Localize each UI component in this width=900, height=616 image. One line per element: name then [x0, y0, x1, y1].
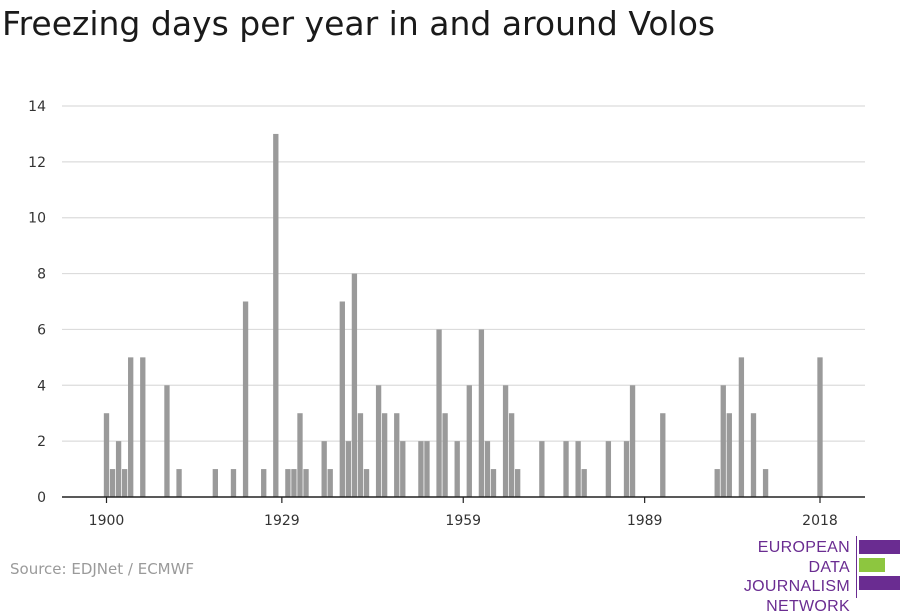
y-tick-label: 12 [28, 155, 46, 171]
bar-1921 [231, 469, 236, 497]
bar-1962 [479, 329, 484, 497]
bar-1948 [394, 413, 399, 497]
bar-1941 [352, 274, 357, 497]
bar-1918 [213, 469, 218, 497]
bar-1940 [346, 441, 351, 497]
x-tick-label: 2018 [802, 513, 838, 529]
edjnet-logo: EUROPEAN DATA JOURNALISM NETWORK [700, 536, 900, 598]
x-tick-label: 1929 [264, 513, 300, 529]
y-tick-label: 6 [37, 322, 46, 338]
bar-1931 [291, 469, 296, 497]
bar-1945 [376, 385, 381, 497]
bar-1928 [273, 134, 278, 497]
y-tick-label: 0 [37, 490, 46, 506]
bar-1903 [122, 469, 127, 497]
bar-1926 [261, 469, 266, 497]
bar-1946 [382, 413, 387, 497]
bar-1936 [322, 441, 327, 497]
logo-line-network: NETWORK [700, 597, 850, 616]
bar-1956 [442, 413, 447, 497]
bar-1904 [128, 357, 133, 497]
bar-1942 [358, 413, 363, 497]
logo-bar-middle [859, 558, 885, 572]
bar-1979 [582, 469, 587, 497]
bar-1987 [630, 385, 635, 497]
bar-1932 [297, 413, 302, 497]
bar-1960 [467, 385, 472, 497]
bar-2003 [727, 413, 732, 497]
bar-2001 [715, 469, 720, 497]
bar-1967 [509, 413, 514, 497]
bar-1939 [340, 302, 345, 498]
bar-1976 [563, 441, 568, 497]
y-axis-ticks: 0 2 4 6 8 10 12 14 [28, 99, 46, 506]
bar-1964 [491, 469, 496, 497]
y-tick-label: 14 [28, 99, 46, 115]
logo-wordmark: EUROPEAN DATA JOURNALISM NETWORK [700, 538, 850, 616]
bar-1923 [243, 302, 248, 498]
bar-2002 [721, 385, 726, 497]
bar-1983 [606, 441, 611, 497]
x-tick-label: 1900 [89, 513, 125, 529]
logo-bar-top [859, 540, 900, 554]
bar-1966 [503, 385, 508, 497]
logo-bar-bottom [859, 576, 900, 590]
x-tick-label: 1989 [627, 513, 663, 529]
bar-1972 [539, 441, 544, 497]
bar-2005 [739, 357, 744, 497]
y-tick-label: 4 [37, 378, 46, 394]
bar-1986 [624, 441, 629, 497]
y-tick-label: 10 [28, 211, 46, 227]
bar-2007 [751, 413, 756, 497]
logo-divider [856, 536, 857, 598]
bar-1978 [575, 441, 580, 497]
bar-1963 [485, 441, 490, 497]
bar-1949 [400, 441, 405, 497]
bar-1902 [116, 441, 121, 497]
y-tick-label: 8 [37, 267, 46, 283]
x-tick-label: 1959 [445, 513, 481, 529]
bars [104, 134, 823, 497]
bar-1943 [364, 469, 369, 497]
bar-1900 [104, 413, 109, 497]
bar-1901 [110, 469, 115, 497]
bar-1912 [176, 469, 181, 497]
bar-1953 [424, 441, 429, 497]
bar-1933 [303, 469, 308, 497]
bar-1930 [285, 469, 290, 497]
bar-2009 [763, 469, 768, 497]
bar-chart: 0 2 4 6 8 10 12 14 1900 1929 1959 1989 2018 [0, 0, 900, 540]
bar-2018 [817, 357, 822, 497]
bar-1937 [328, 469, 333, 497]
source-note: Source: EDJNet / ECMWF [10, 560, 194, 578]
logo-line-european: EUROPEAN [700, 538, 850, 558]
bar-1958 [455, 441, 460, 497]
bar-1992 [660, 413, 665, 497]
bar-1910 [164, 385, 169, 497]
bar-1955 [436, 329, 441, 497]
gridlines [62, 106, 865, 441]
bar-1952 [418, 441, 423, 497]
y-tick-label: 2 [37, 434, 46, 450]
bar-1968 [515, 469, 520, 497]
bar-1906 [140, 357, 145, 497]
logo-line-data-journalism: DATA JOURNALISM [700, 558, 850, 597]
x-axis: 1900 1929 1959 1989 2018 [62, 497, 865, 529]
